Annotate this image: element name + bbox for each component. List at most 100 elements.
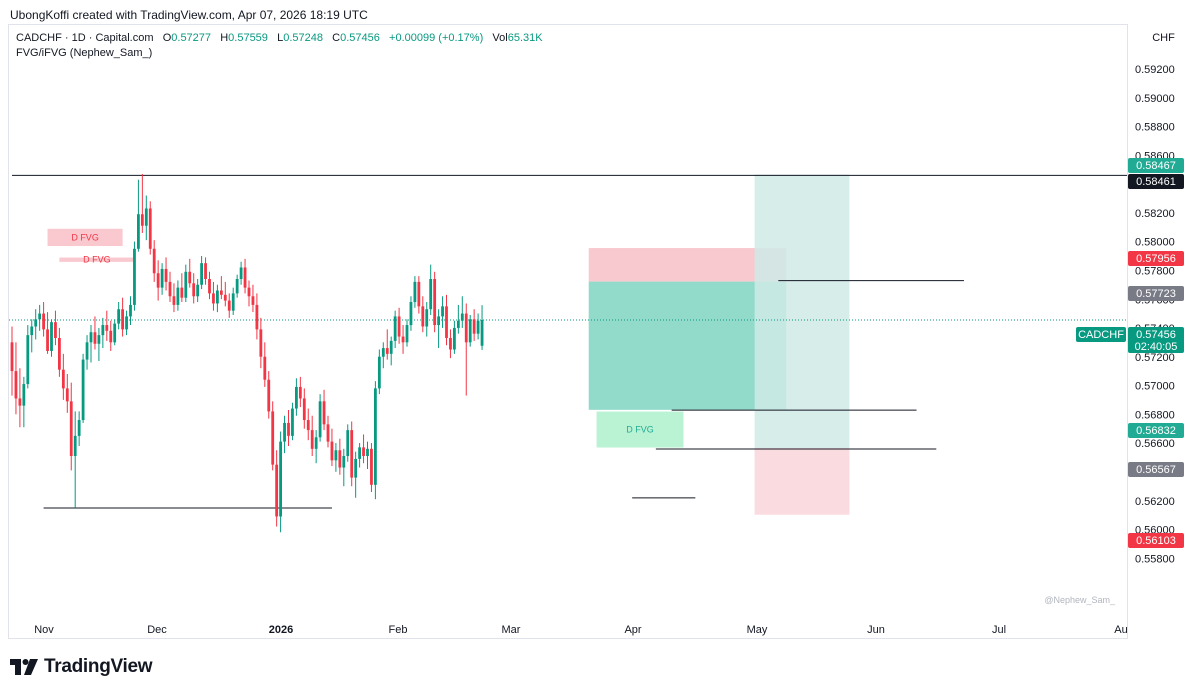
- candle-body: [255, 304, 259, 330]
- symbol-label[interactable]: CADCHF · 1D · Capital.com: [16, 32, 154, 44]
- candle-body: [251, 296, 255, 305]
- tradingview-logo: TradingView: [10, 656, 153, 678]
- candle-body: [30, 326, 34, 336]
- candle-body: [464, 313, 468, 343]
- candle-body: [259, 329, 263, 357]
- candle-body: [85, 342, 89, 360]
- candle-body: [314, 437, 318, 449]
- fvg-label: D FVG: [626, 425, 654, 435]
- price-tick-label: 0.56600: [1135, 438, 1175, 450]
- candle-body: [354, 458, 358, 478]
- candle-body: [212, 293, 215, 304]
- price-label-text: 0.57956: [1136, 253, 1176, 265]
- price-label-text: 0.58467: [1136, 160, 1176, 172]
- candle-body: [168, 281, 172, 297]
- price-label-bg: [1128, 158, 1184, 173]
- long-position-target-zone: [588, 281, 787, 410]
- candle-body: [34, 319, 38, 327]
- tradingview-wordmark: TradingView: [44, 656, 153, 677]
- created-with-caption: UbongKoffi created with TradingView.com,…: [10, 8, 368, 22]
- candle-body: [346, 430, 350, 457]
- time-tick-label: Jul: [992, 624, 1006, 636]
- high-value: 0.57559: [228, 32, 268, 44]
- candle-body: [334, 450, 338, 461]
- price-label-text: 0.56567: [1136, 464, 1176, 476]
- candle-body: [385, 348, 389, 354]
- long-position-stop-zone: [588, 248, 787, 282]
- candle-body: [156, 273, 160, 288]
- candle-body: [350, 430, 354, 478]
- change-value: +0.00099 (+0.17%): [389, 32, 484, 44]
- candle-body: [393, 316, 397, 341]
- candle-body: [295, 386, 298, 409]
- candle-body: [192, 283, 196, 297]
- time-tick-label: May: [747, 624, 768, 636]
- candle-body: [425, 309, 429, 327]
- price-label-bg: [1128, 533, 1184, 548]
- candle-body: [342, 456, 346, 468]
- candle-body: [291, 408, 294, 436]
- candle-body: [472, 319, 476, 334]
- currency-button[interactable]: CHF: [1128, 24, 1199, 52]
- price-label-bg: [1128, 423, 1184, 438]
- price-tick-label: 0.56200: [1135, 496, 1175, 508]
- time-axis[interactable]: Nov Dec 2026 Feb Mar Apr May Jun Jul Au @Nephew_Sa…: [34, 595, 1128, 636]
- candle-body: [129, 304, 132, 317]
- candle-body: [14, 371, 18, 399]
- candle-body: [449, 338, 452, 350]
- candle-body: [338, 450, 342, 468]
- fvg-box: [596, 411, 684, 448]
- chart-pane[interactable]: [8, 24, 1128, 639]
- price-axis[interactable]: 0.592000.590000.588000.586000.584000.582…: [1135, 64, 1175, 565]
- candle-body: [10, 342, 14, 372]
- volume-value: 65.31K: [507, 32, 543, 44]
- candle-body: [22, 384, 26, 406]
- watermark-text: @Nephew_Sam_: [1044, 595, 1116, 605]
- candle-body: [89, 332, 93, 343]
- candle-body: [105, 325, 109, 331]
- candle-body: [247, 287, 251, 297]
- symbol-tag-bg: [1076, 327, 1126, 342]
- candle-body: [389, 340, 393, 354]
- candle-body: [409, 302, 413, 326]
- candle-body: [433, 278, 437, 326]
- time-tick-label: Au: [1114, 624, 1127, 636]
- time-tick-label: Nov: [34, 624, 54, 636]
- fvg-label: D FVG: [71, 232, 99, 242]
- price-tick-label: 0.58200: [1135, 208, 1175, 220]
- positions-layer: [588, 174, 850, 515]
- candle-body: [77, 420, 81, 436]
- price-label-bg: [1128, 174, 1184, 189]
- candle-body: [54, 322, 57, 339]
- volume-label: Vol: [492, 32, 508, 44]
- fvg-box: [47, 228, 123, 247]
- candle-body: [279, 441, 282, 517]
- candle-body: [456, 320, 460, 328]
- candle-body: [429, 278, 433, 310]
- low-value: 0.57248: [283, 32, 323, 44]
- candle-body: [358, 447, 361, 459]
- candle-body: [160, 268, 164, 288]
- candle-body: [243, 267, 247, 288]
- candle-body: [302, 398, 306, 421]
- price-tick-label: 0.57200: [1135, 352, 1175, 364]
- candle-body: [65, 388, 69, 402]
- ohlc-legend[interactable]: CADCHF · 1D · Capital.com O0.57277 H0.57…: [16, 32, 543, 44]
- candle-body: [73, 435, 77, 457]
- candle-body: [310, 430, 314, 449]
- candle-body: [117, 309, 121, 324]
- indicator-legend[interactable]: FVG/iFVG (Nephew_Sam_): [16, 47, 153, 59]
- candle-body: [172, 296, 176, 305]
- candle-body: [46, 329, 49, 351]
- candle-body: [208, 278, 211, 294]
- candle-body: [287, 422, 290, 436]
- price-label-text: 0.57456: [1136, 329, 1176, 341]
- candle-body: [133, 248, 136, 305]
- candle-body: [180, 287, 184, 298]
- candle-body: [271, 411, 275, 465]
- price-label-text: 0.56103: [1136, 535, 1176, 547]
- candle-body: [81, 359, 85, 421]
- time-tick-label: Apr: [624, 624, 641, 636]
- candle-body: [417, 281, 421, 307]
